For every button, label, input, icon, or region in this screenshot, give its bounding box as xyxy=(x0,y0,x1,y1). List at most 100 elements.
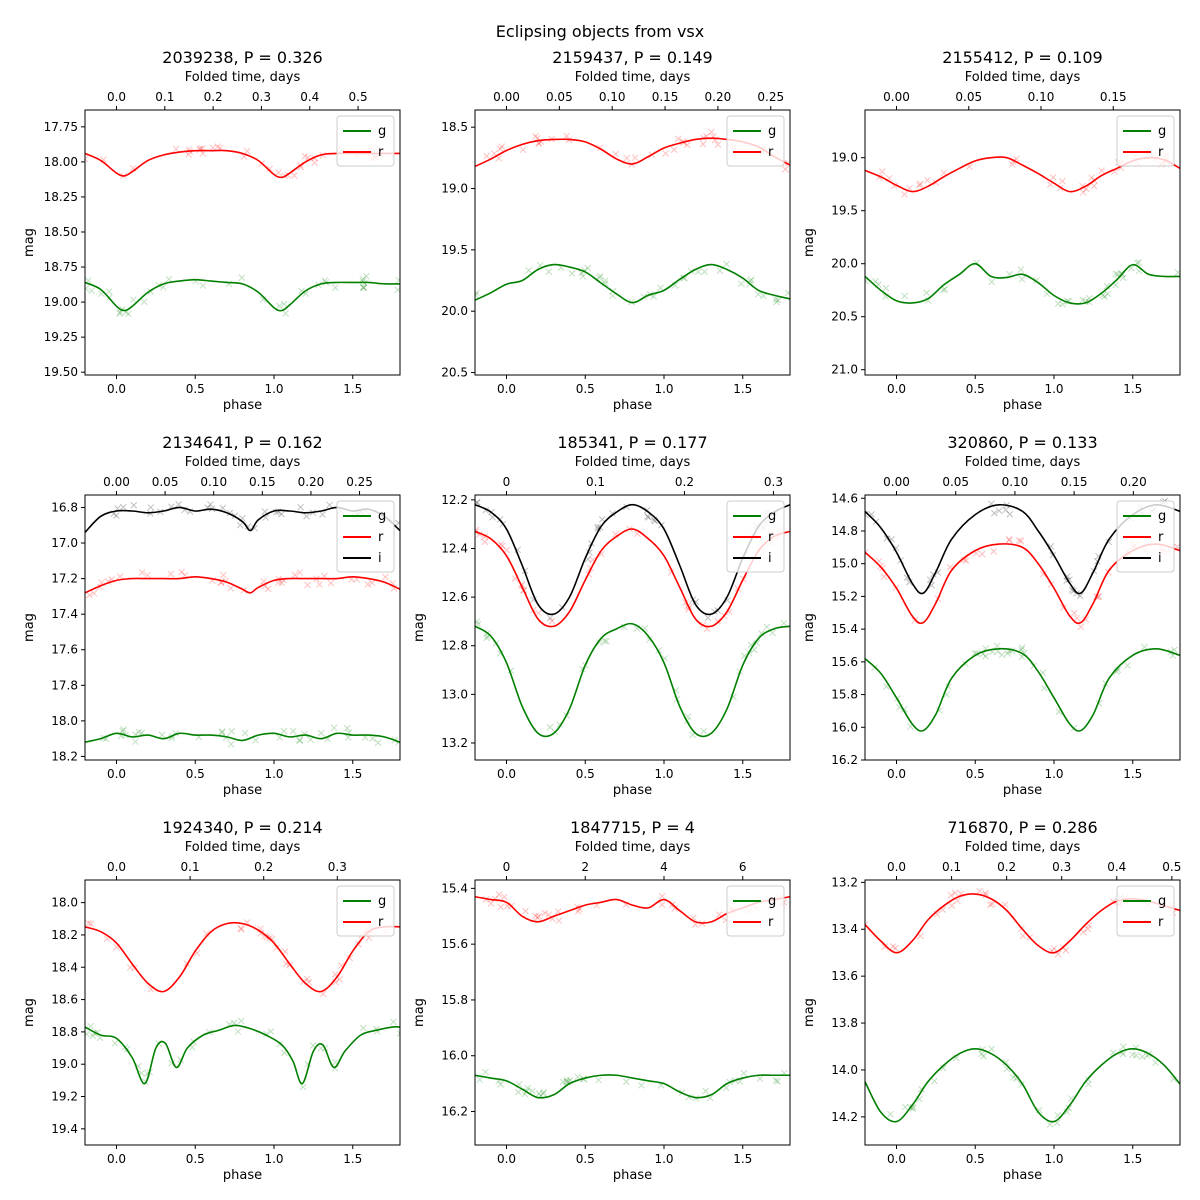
data-point-r xyxy=(227,584,235,592)
data-point-g xyxy=(1104,290,1112,298)
legend-label-g: g xyxy=(1158,509,1166,524)
data-point-g xyxy=(546,723,554,731)
series-line-g xyxy=(865,262,1180,305)
data-point-r xyxy=(500,893,508,901)
y-tick-label: 14.2 xyxy=(831,1110,858,1124)
figure-title: Eclipsing objects from vsx xyxy=(495,22,705,41)
y-tick-label: 14.0 xyxy=(831,1063,858,1077)
x-tick-label: 1.0 xyxy=(1044,1152,1063,1166)
data-point-i xyxy=(1064,572,1071,580)
data-point-r xyxy=(1079,188,1087,196)
x-tick-label: 0.5 xyxy=(576,382,595,396)
data-point-g xyxy=(982,652,989,660)
data-point-r xyxy=(988,900,996,908)
data-point-g xyxy=(343,724,351,732)
subplot-title: 185341, P = 0.177 xyxy=(557,433,707,452)
data-point-g xyxy=(924,297,932,304)
y-axis-label: mag xyxy=(412,613,427,642)
data-point-r xyxy=(519,146,527,154)
data-point-g xyxy=(1035,1106,1043,1114)
data-point-r xyxy=(533,914,541,921)
subplot-title: 2134641, P = 0.162 xyxy=(162,433,322,452)
data-point-g xyxy=(259,296,267,303)
data-point-r xyxy=(237,925,245,933)
data-point-i xyxy=(594,525,602,533)
top-tick-label: 0.00 xyxy=(883,90,910,104)
subplot-5: 185341, P = 0.177 Folded time, days phase m… xyxy=(412,433,791,798)
data-point-i xyxy=(995,507,1003,515)
data-point-r xyxy=(303,975,311,983)
top-tick-label: 0.00 xyxy=(493,90,520,104)
data-point-r xyxy=(532,133,539,140)
x-tick-label: 1.5 xyxy=(343,382,362,396)
top-axis-label: Folded time, days xyxy=(185,455,301,470)
data-point-r xyxy=(782,165,789,173)
data-point-r xyxy=(1050,945,1058,952)
subplot-3: 2155412, P = 0.109 Folded time, days phase… xyxy=(802,48,1181,413)
data-point-r xyxy=(699,140,707,148)
data-point-r xyxy=(495,891,503,898)
top-tick-label: 0.05 xyxy=(955,90,982,104)
data-point-g xyxy=(1004,650,1012,657)
data-point-g xyxy=(301,730,308,738)
data-point-r xyxy=(1080,928,1087,936)
y-tick-label: 20.5 xyxy=(441,366,468,380)
y-tick-label: 15.6 xyxy=(441,937,468,951)
y-tick-label: 19.4 xyxy=(51,1122,78,1136)
data-point-r xyxy=(178,568,185,576)
y-tick-label: 18.5 xyxy=(441,120,468,134)
subplot-title: 320860, P = 0.133 xyxy=(947,433,1097,452)
top-tick-label: 6 xyxy=(739,860,747,874)
data-point-r xyxy=(658,901,666,909)
data-point-g xyxy=(545,268,553,276)
data-point-r xyxy=(548,617,556,625)
data-point-r xyxy=(916,182,923,189)
legend: gr xyxy=(336,115,395,167)
y-tick-label: 17.2 xyxy=(51,572,78,586)
data-point-g xyxy=(753,639,761,647)
data-point-g xyxy=(939,1064,947,1072)
data-point-g xyxy=(923,289,930,297)
legend-label-r: r xyxy=(1158,145,1164,160)
data-point-r xyxy=(683,141,691,149)
data-point-r xyxy=(316,581,323,588)
data-point-g xyxy=(238,274,246,281)
data-point-r xyxy=(199,150,207,157)
y-tick-label: 17.0 xyxy=(51,536,78,550)
data-point-r xyxy=(257,929,265,937)
top-tick-label: 0.00 xyxy=(883,475,910,489)
legend: gr xyxy=(726,885,785,937)
data-point-r xyxy=(296,569,304,576)
top-tick-label: 0.2 xyxy=(997,860,1016,874)
data-point-g xyxy=(390,1018,397,1026)
data-point-r xyxy=(714,141,722,149)
data-point-i xyxy=(175,501,183,508)
data-point-i xyxy=(903,574,911,582)
data-point-r xyxy=(185,151,193,158)
x-tick-label: 0.0 xyxy=(107,382,126,396)
top-tick-label: 0.10 xyxy=(599,90,626,104)
data-point-r xyxy=(266,165,274,173)
legend-label-r: r xyxy=(768,915,774,930)
data-point-g xyxy=(282,310,289,317)
data-point-g xyxy=(317,729,325,737)
data-point-g xyxy=(1012,1075,1020,1083)
y-tick-label: 18.00 xyxy=(44,155,78,169)
axes-frame xyxy=(474,109,791,376)
data-point-g xyxy=(267,1028,275,1035)
data-point-g xyxy=(140,298,148,306)
data-point-i xyxy=(326,501,333,509)
data-point-g xyxy=(772,1077,780,1084)
data-point-r xyxy=(1077,623,1085,631)
data-point-g xyxy=(482,1068,489,1076)
y-tick-label: 13.0 xyxy=(441,687,468,701)
data-point-r xyxy=(916,180,924,188)
data-point-r xyxy=(948,902,956,909)
legend-label-g: g xyxy=(768,124,776,139)
data-point-r xyxy=(220,571,227,579)
top-axis-label: Folded time, days xyxy=(575,840,691,855)
x-tick-label: 1.5 xyxy=(1123,767,1142,781)
data-point-g xyxy=(85,1030,91,1038)
data-point-i xyxy=(278,510,285,518)
legend-label-g: g xyxy=(768,894,776,909)
